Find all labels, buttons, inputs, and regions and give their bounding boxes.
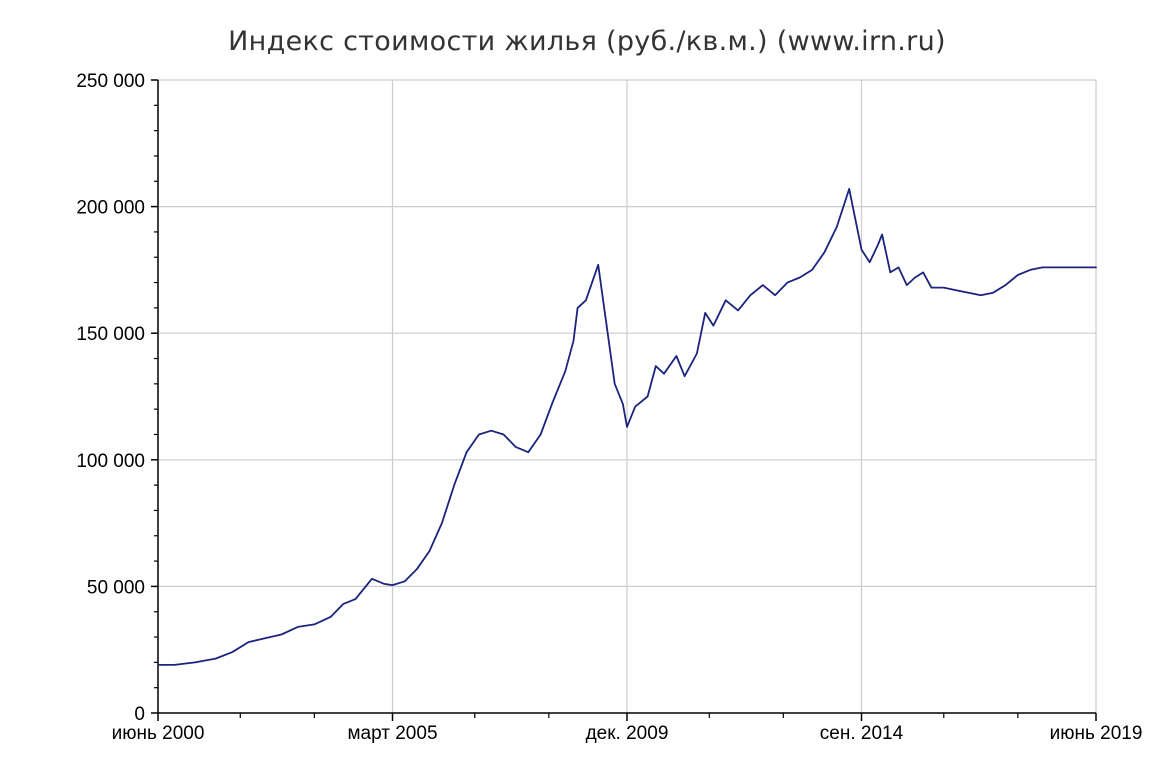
y-tick-label: 50 000 (87, 577, 145, 598)
y-tick-label: 150 000 (76, 324, 145, 345)
grid-layer (158, 79, 1097, 713)
series-layer (157, 187, 1097, 666)
chart-title: Индекс стоимости жилья (руб./кв.м.) (www… (228, 26, 946, 57)
x-tick-label: март 2005 (347, 723, 437, 744)
y-tick-label: 0 (134, 704, 145, 725)
y-tick-label: 100 000 (76, 451, 145, 472)
label-layer: 0 50 000 100 000 150 000 200 000 250 000 июнь … (76, 71, 1142, 744)
x-tick-label: июнь 2019 (1050, 723, 1143, 744)
y-tick-label: 200 000 (76, 198, 145, 219)
x-tick-label: сен. 2014 (820, 723, 904, 744)
x-tick-label: июнь 2000 (112, 723, 205, 744)
series-line (157, 187, 1097, 666)
axis-layer (151, 79, 1097, 721)
y-tick-label: 250 000 (76, 71, 145, 92)
x-tick-label: дек. 2009 (586, 723, 669, 744)
